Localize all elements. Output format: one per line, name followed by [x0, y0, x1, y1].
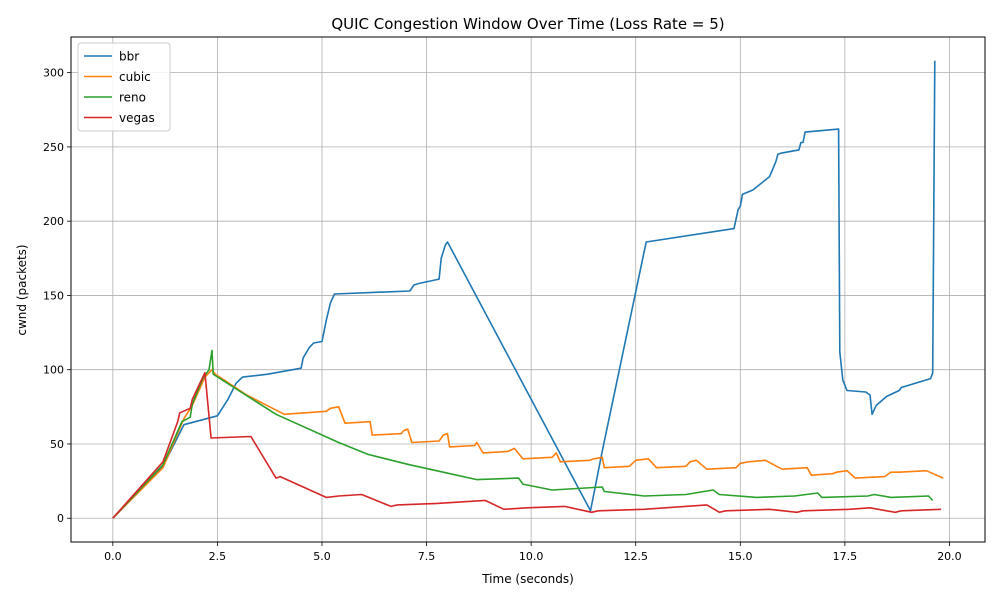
legend-label-bbr: bbr — [119, 50, 139, 64]
series-line-reno — [112, 349, 934, 519]
y-tick-label: 300 — [43, 67, 64, 80]
axis-ticks: 0.0 2.5 5.0 7.5 10.0 12.5 15.0 17.5 20.0 0 50 100 15… — [43, 67, 962, 563]
legend-label-vegas: vegas — [119, 111, 155, 125]
series-lines — [112, 60, 944, 519]
x-tick-label: 12.5 — [623, 550, 648, 563]
legend: bbr cubic reno vegas — [77, 42, 171, 132]
chart-title: QUIC Congestion Window Over Time (Loss R… — [331, 15, 724, 33]
legend-label-reno: reno — [119, 91, 146, 105]
y-tick-label: 250 — [43, 141, 64, 154]
x-tick-label: 10.0 — [519, 550, 544, 563]
y-tick-label: 50 — [50, 438, 64, 451]
y-axis-label: cwnd (packets) — [15, 244, 29, 335]
series-line-bbr — [112, 60, 936, 519]
series-line-cubic — [112, 368, 944, 519]
x-tick-label: 7.5 — [418, 550, 436, 563]
y-tick-label: 100 — [43, 364, 64, 377]
x-tick-label: 2.5 — [209, 550, 227, 563]
y-tick-label: 150 — [43, 289, 64, 302]
x-tick-label: 20.0 — [937, 550, 962, 563]
x-tick-label: 0.0 — [104, 550, 122, 563]
x-tick-label: 15.0 — [728, 550, 753, 563]
x-tick-label: 17.5 — [833, 550, 858, 563]
x-tick-label: 5.0 — [313, 550, 331, 563]
grid — [71, 37, 985, 542]
y-tick-label: 0 — [57, 512, 64, 525]
series-line-vegas — [112, 371, 942, 519]
legend-box — [77, 42, 171, 132]
x-axis-label: Time (seconds) — [481, 572, 574, 586]
y-tick-label: 200 — [43, 215, 64, 228]
plot-frame — [70, 36, 986, 543]
legend-label-cubic: cubic — [119, 70, 151, 84]
